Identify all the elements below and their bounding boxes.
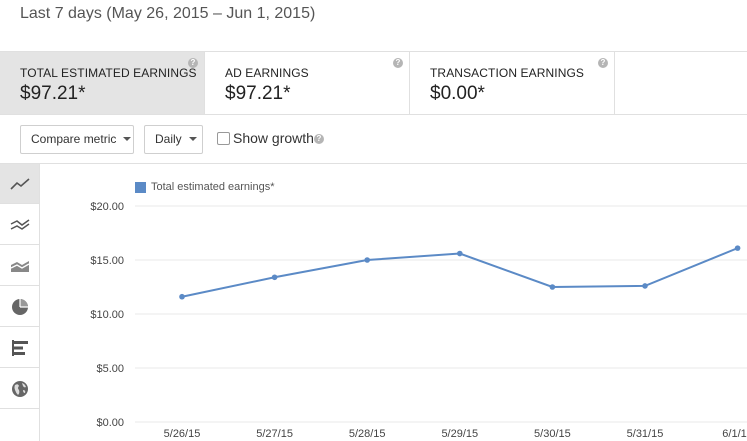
x-tick-label: 5/27/15 bbox=[256, 428, 293, 440]
y-tick-label: $20.00 bbox=[90, 201, 124, 213]
help-icon[interactable]: ? bbox=[598, 58, 608, 68]
data-point bbox=[179, 293, 185, 300]
x-tick-label: 5/30/15 bbox=[534, 428, 571, 440]
y-tick-label: $0.00 bbox=[96, 417, 124, 429]
x-tick-label: 6/1/15 bbox=[722, 428, 747, 440]
caret-down-icon bbox=[123, 136, 132, 141]
y-tick-label: $5.00 bbox=[96, 363, 124, 375]
geo-map-button[interactable] bbox=[0, 369, 39, 409]
data-point bbox=[457, 250, 463, 257]
compare-metric-dropdown[interactable]: Compare metric bbox=[20, 125, 134, 154]
x-tick-label: 5/31/15 bbox=[627, 428, 664, 440]
granularity-dropdown[interactable]: Daily bbox=[144, 125, 203, 154]
help-icon[interactable]: ? bbox=[188, 58, 198, 68]
help-icon[interactable]: ? bbox=[393, 58, 403, 68]
legend-label: Total estimated earnings* bbox=[151, 181, 275, 193]
globe-map-icon bbox=[11, 380, 28, 397]
x-tick-label: 5/26/15 bbox=[164, 428, 201, 440]
data-point bbox=[642, 283, 648, 289]
legend-swatch bbox=[135, 182, 146, 193]
data-point bbox=[549, 284, 556, 290]
x-tick-label: 5/28/15 bbox=[349, 428, 386, 440]
chart-toolbar: Compare metric Daily bbox=[0, 115, 747, 164]
metric-card-ad-earnings[interactable]: AD EARNINGS $97.21* ? bbox=[205, 52, 410, 114]
data-point bbox=[364, 257, 371, 263]
metric-label: AD EARNINGS bbox=[225, 66, 309, 80]
pie-chart-icon bbox=[11, 298, 28, 315]
granularity-label: Daily bbox=[155, 132, 182, 146]
compare-metric-label: Compare metric bbox=[31, 132, 117, 146]
x-tick-label: 5/29/15 bbox=[441, 428, 478, 440]
metric-label: TRANSACTION EARNINGS bbox=[430, 66, 585, 80]
line-chart-button[interactable] bbox=[0, 164, 39, 204]
caret-down-icon bbox=[188, 136, 197, 141]
y-tick-label: $10.00 bbox=[90, 309, 124, 321]
earnings-line-chart: $0.00 $5.00 $10.00 $15.00 $20.00 5/26/15 5/27/… bbox=[90, 201, 747, 440]
metric-card-total-estimated-earnings[interactable]: TOTAL ESTIMATED EARNINGS $97.21* ? bbox=[0, 52, 205, 114]
multiline-chart-button[interactable] bbox=[0, 205, 39, 245]
area-chart-icon bbox=[10, 260, 29, 272]
metric-value: $0.00* bbox=[430, 83, 485, 104]
date-range-title: Last 7 days (May 26, 2015 – Jun 1, 2015) bbox=[20, 5, 316, 22]
metric-cards: TOTAL ESTIMATED EARNINGS $97.21* ? AD EA… bbox=[0, 51, 747, 115]
metric-value: $97.21* bbox=[20, 83, 86, 104]
line-chart-icon bbox=[9, 177, 30, 190]
metric-label: TOTAL ESTIMATED EARNINGS bbox=[20, 66, 197, 80]
metric-value: $97.21* bbox=[225, 83, 291, 104]
bar-chart-button[interactable] bbox=[0, 328, 39, 368]
show-growth-label[interactable]: Show growth bbox=[233, 130, 314, 146]
multiline-chart-icon bbox=[10, 218, 29, 230]
metric-card-transaction-earnings[interactable]: TRANSACTION EARNINGS $0.00* ? bbox=[410, 52, 615, 114]
bar-chart-icon bbox=[11, 339, 28, 356]
help-icon[interactable]: ? bbox=[314, 134, 324, 144]
area-chart-button[interactable] bbox=[0, 246, 39, 286]
data-point bbox=[734, 245, 741, 251]
show-growth-checkbox[interactable] bbox=[217, 132, 230, 145]
y-tick-label: $15.00 bbox=[90, 255, 124, 267]
data-point bbox=[271, 274, 278, 281]
pie-chart-button[interactable] bbox=[0, 287, 39, 327]
chart-type-sidebar bbox=[0, 164, 40, 441]
